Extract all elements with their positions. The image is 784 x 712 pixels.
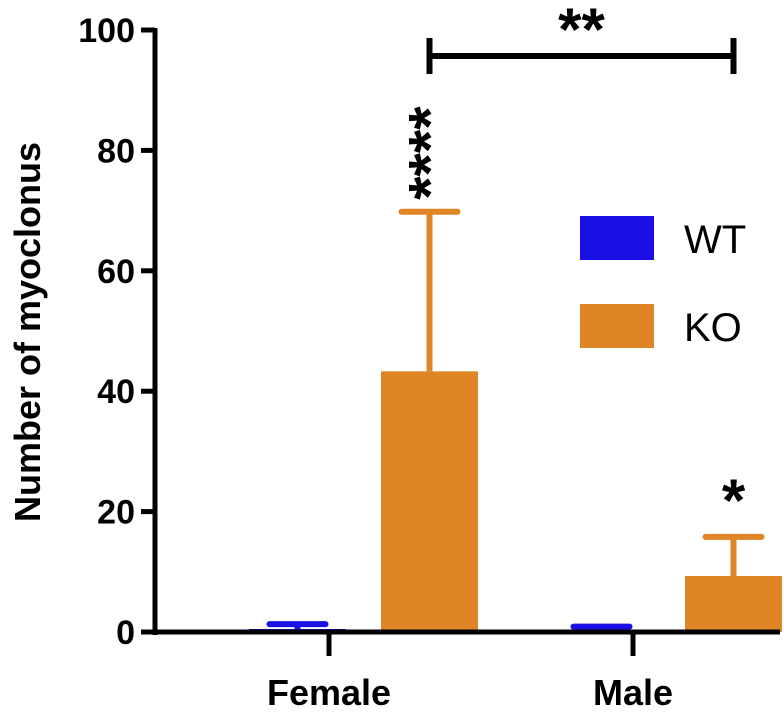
x-tick-label-female: Female bbox=[267, 672, 391, 712]
annotations-layer: ******* bbox=[397, 0, 746, 534]
y-tick-label-40: 40 bbox=[97, 373, 135, 411]
legend-label-wt: WT bbox=[684, 218, 746, 262]
significance-label-female: **** bbox=[397, 106, 464, 200]
significance-label-between: ** bbox=[558, 0, 605, 63]
significance-label-male: * bbox=[722, 467, 746, 534]
x-tick-label-male: Male bbox=[593, 672, 673, 712]
bar-ko-female bbox=[381, 371, 478, 632]
legend-label-ko: KO bbox=[684, 306, 742, 350]
y-tick-label-100: 100 bbox=[78, 12, 135, 50]
y-axis-title: Number of myoclonus bbox=[7, 142, 48, 522]
legend: WT KO bbox=[580, 216, 746, 350]
bars-layer bbox=[249, 371, 782, 632]
axes-layer bbox=[141, 27, 780, 656]
y-tick-label-20: 20 bbox=[97, 494, 135, 532]
labels-layer: 0 20 40 60 80 100 Female Male bbox=[78, 12, 673, 712]
y-tick-label-80: 80 bbox=[97, 132, 135, 170]
bar-ko-male bbox=[685, 576, 782, 632]
legend-swatch-wt bbox=[580, 216, 654, 260]
legend-swatch-ko bbox=[580, 304, 654, 348]
y-tick-label-0: 0 bbox=[116, 614, 135, 652]
y-tick-label-60: 60 bbox=[97, 253, 135, 291]
error-bars-layer bbox=[266, 208, 765, 631]
